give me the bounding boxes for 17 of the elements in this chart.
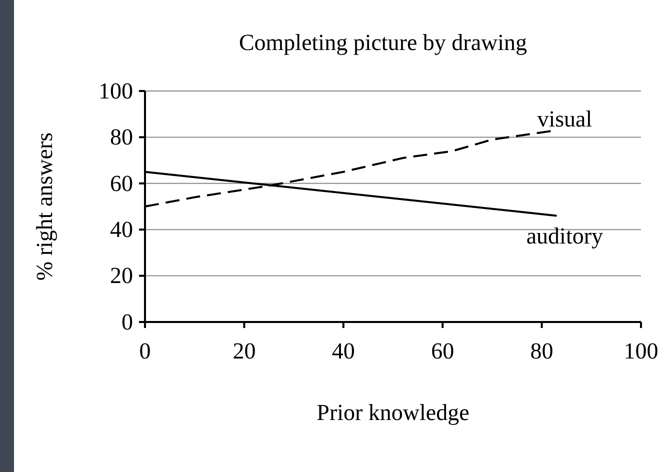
x-tick-label: 80 [530,338,554,364]
y-tick-label: 0 [122,309,133,334]
x-tick-label: 40 [332,338,355,364]
x-tick-label: 60 [431,338,454,364]
x-tick-label: 0 [139,338,151,364]
chart-title: Completing picture by drawing [238,30,528,55]
x-tick-label: 100 [624,338,658,364]
y-tick-label: 60 [110,170,133,196]
y-tick-label: 20 [110,263,133,288]
x-axis-title: Prior knowledge [316,400,470,425]
y-tick-label: 100 [98,78,133,104]
x-tick-label: 20 [232,338,256,364]
y-axis-title: % right answers [32,132,57,281]
series-label: visual [537,106,592,132]
series-label: auditory [526,224,604,249]
y-tick-label: 40 [110,216,133,242]
y-tick-label: 80 [110,124,133,150]
